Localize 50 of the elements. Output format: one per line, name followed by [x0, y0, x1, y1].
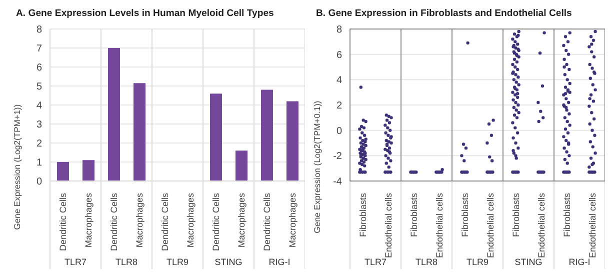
- y-tick-label: 6: [336, 50, 342, 61]
- y-tick-label: 2: [36, 138, 42, 150]
- x-tick-label: Macrophages: [134, 192, 144, 248]
- x-axis-title: TLR8: [415, 257, 438, 267]
- y-tick-label: 7: [36, 44, 42, 55]
- y-tick-label: 0: [336, 126, 342, 137]
- x-tick-label: Macrophages: [185, 192, 196, 248]
- x-axis-title: TLR8: [115, 257, 138, 267]
- x-tick-label: Dendritic Cells: [160, 192, 170, 252]
- x-axis-title: TLR7: [364, 257, 387, 267]
- y-tick-label: 4: [36, 100, 42, 112]
- x-axis-title: TLR7: [64, 257, 87, 267]
- x-tick-label: Dendritic Cells: [108, 192, 119, 252]
- x-axis-title: TLR9: [466, 257, 489, 267]
- x-tick-label: Endothelial cells: [434, 192, 444, 258]
- x-axis-title: STING: [214, 257, 242, 267]
- x-axis-title: RIG-I: [268, 257, 290, 267]
- y-tick-label: 5: [36, 82, 42, 93]
- x-axis-title: STING: [514, 257, 542, 267]
- x-tick-label: Dendritic Cells: [210, 192, 221, 252]
- y-tick-label: 3: [36, 120, 42, 131]
- text: B. Gene Expression in Fibroblasts and Endothelial Cells: [315, 8, 573, 21]
- y-tick-label: 0: [36, 176, 42, 188]
- x-tick-label: Fibroblasts: [358, 192, 368, 238]
- y-tick-label: 8: [36, 24, 42, 36]
- x-tick-label: Dendritic Cells: [262, 192, 272, 252]
- y-axis-title: Gene Expression (Log2(TPM+0.1)): [312, 100, 322, 234]
- x-tick-label: Endothelial cells: [587, 192, 598, 258]
- y-axis-title: Gene Expression (Log2(TPM+1)): [12, 104, 22, 230]
- y-tick-label: 8: [336, 24, 342, 36]
- x-tick-label: Macrophages: [83, 192, 94, 248]
- x-tick-label: Macrophages: [236, 192, 246, 248]
- x-tick-label: Endothelial cells: [536, 192, 546, 258]
- y-tick-label: 2: [336, 100, 342, 112]
- y-tick-label: 1: [36, 158, 42, 169]
- x-axis-title: RIG-I: [568, 257, 590, 267]
- x-axis-title: TLR9: [166, 257, 189, 267]
- x-tick-label: Fibroblasts: [408, 192, 419, 238]
- text: A. Gene Expression Levels in Human Myeloid Cell Types: [15, 8, 275, 21]
- x-tick-label: Fibroblasts: [510, 192, 521, 238]
- y-tick-label: 6: [36, 62, 42, 74]
- x-tick-label: Endothelial cells: [485, 192, 496, 258]
- x-tick-label: Macrophages: [287, 192, 298, 248]
- x-tick-label: Fibroblasts: [460, 192, 470, 238]
- y-tick-label: -2: [333, 151, 342, 162]
- y-tick-label: -4: [333, 176, 342, 188]
- x-tick-label: Fibroblasts: [562, 192, 572, 238]
- y-tick-label: 4: [336, 75, 342, 86]
- x-tick-label: Dendritic Cells: [58, 192, 68, 252]
- x-tick-label: Endothelial cells: [383, 192, 394, 258]
